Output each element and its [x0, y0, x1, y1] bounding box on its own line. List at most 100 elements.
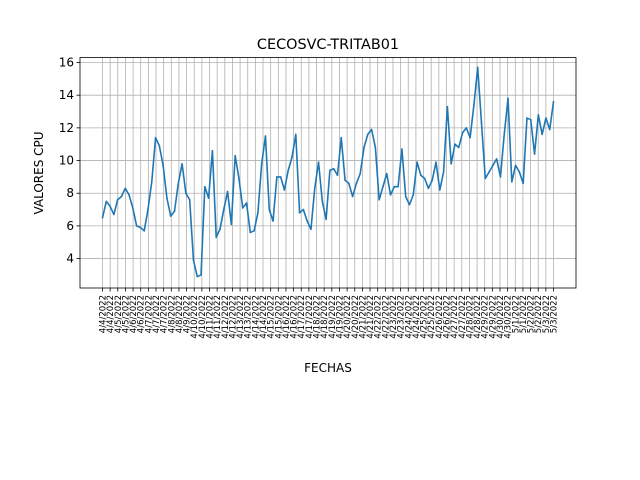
- data-point: [245, 202, 248, 204]
- data-point: [139, 226, 142, 229]
- x-tick-label: 4/7/2022: [144, 295, 154, 333]
- data-point: [222, 208, 225, 211]
- x-tick-label: 4/27/2022: [450, 295, 460, 339]
- x-tick-label: 4/10/2022: [190, 295, 200, 339]
- data-point: [420, 174, 422, 177]
- data-point: [169, 215, 172, 217]
- data-point: [196, 275, 199, 278]
- data-point: [541, 133, 543, 136]
- data-point: [423, 177, 426, 180]
- x-tick-label: 4/5/2022: [114, 295, 124, 333]
- y-tick-label: 4: [66, 252, 74, 266]
- x-tick-label: 4/19/2022: [335, 295, 345, 339]
- data-point: [465, 127, 468, 129]
- x-tick-label: 4/8/2022: [167, 295, 177, 333]
- data-point: [469, 136, 471, 139]
- data-point: [366, 133, 369, 136]
- data-point: [355, 182, 358, 185]
- x-tick-label: 5/3/2022: [550, 295, 560, 333]
- data-point: [260, 163, 263, 165]
- x-tick-label: 4/21/2022: [366, 295, 376, 339]
- x-tick-label: 5/1/2022: [519, 295, 529, 333]
- y-axis: 4 6 8 10 12 14 16: [59, 56, 80, 266]
- data-point: [427, 187, 430, 190]
- y-tick-label: 8: [66, 186, 74, 200]
- x-tick-label: 4/24/2022: [412, 295, 422, 339]
- x-tick-label: 4/26/2022: [442, 295, 452, 339]
- data-point: [162, 164, 164, 167]
- data-point: [514, 164, 517, 167]
- x-tick-label: 4/4/2022: [106, 295, 116, 333]
- x-tick-label: 4/23/2022: [397, 295, 407, 339]
- data-point: [439, 189, 441, 191]
- y-tick-label: 14: [59, 88, 74, 102]
- data-point: [181, 163, 183, 165]
- data-point: [120, 195, 123, 198]
- data-point: [124, 187, 127, 190]
- x-tick-label: 4/28/2022: [473, 295, 483, 339]
- chart-title: CECOSVC-TRITAB01: [257, 37, 399, 53]
- data-point: [416, 161, 418, 163]
- data-point: [457, 146, 460, 149]
- y-tick-label: 12: [59, 121, 74, 135]
- y-tick-label: 6: [66, 219, 74, 233]
- data-point: [177, 182, 180, 185]
- data-point: [385, 172, 388, 175]
- x-tick-label: 4/15/2022: [274, 295, 284, 339]
- x-tick-label: 4/13/2022: [244, 295, 254, 339]
- x-tick-label: 4/26/2022: [435, 295, 445, 339]
- x-tick-label: 4/20/2022: [351, 295, 361, 339]
- data-point: [522, 182, 524, 185]
- grid-lines: [80, 57, 576, 288]
- data-point: [287, 169, 290, 172]
- data-point: [241, 207, 244, 209]
- x-tick-label: 4/20/2022: [343, 295, 353, 339]
- x-tick-label: 4/10/2022: [198, 295, 208, 339]
- data-point: [128, 194, 130, 196]
- x-tick-label: 4/9/2022: [183, 295, 193, 333]
- x-tick-label: 4/8/2022: [175, 295, 185, 333]
- data-point: [219, 228, 221, 230]
- data-point: [511, 180, 513, 183]
- data-point: [279, 176, 282, 178]
- x-tick-label: 4/11/2022: [213, 295, 223, 339]
- data-point: [389, 194, 392, 196]
- x-tick-label: 4/22/2022: [381, 295, 391, 339]
- data-point: [412, 194, 415, 196]
- data-point: [435, 161, 437, 163]
- x-tick-label: 4/6/2022: [137, 295, 147, 333]
- data-point: [321, 200, 324, 203]
- x-tick-label: 5/2/2022: [534, 295, 544, 333]
- x-tick-label: 4/22/2022: [374, 295, 384, 339]
- data-point: [211, 149, 214, 152]
- data-point: [150, 180, 153, 183]
- x-tick-label: 4/5/2022: [121, 295, 131, 333]
- data-point: [200, 274, 202, 276]
- data-point: [374, 146, 377, 149]
- data-point: [204, 185, 206, 188]
- data-point: [552, 100, 555, 103]
- data-point: [450, 163, 452, 165]
- x-tick-label: 4/28/2022: [465, 295, 475, 339]
- data-point: [454, 143, 456, 146]
- x-tick-label: 4/29/2022: [488, 295, 498, 339]
- data-point: [298, 212, 301, 214]
- data-point: [499, 176, 502, 178]
- data-point: [313, 187, 316, 190]
- data-point: [207, 197, 210, 199]
- data-point: [401, 148, 403, 150]
- data-point: [306, 220, 308, 222]
- data-point: [253, 230, 255, 232]
- data-point: [503, 133, 506, 136]
- data-point: [348, 182, 350, 185]
- data-point: [283, 189, 286, 191]
- x-tick-label: 4/23/2022: [389, 295, 399, 339]
- data-point: [363, 146, 365, 149]
- data-point: [234, 154, 236, 157]
- plot-frame: [79, 57, 577, 289]
- data-point: [132, 207, 134, 209]
- data-point: [495, 158, 498, 160]
- data-point: [325, 218, 327, 221]
